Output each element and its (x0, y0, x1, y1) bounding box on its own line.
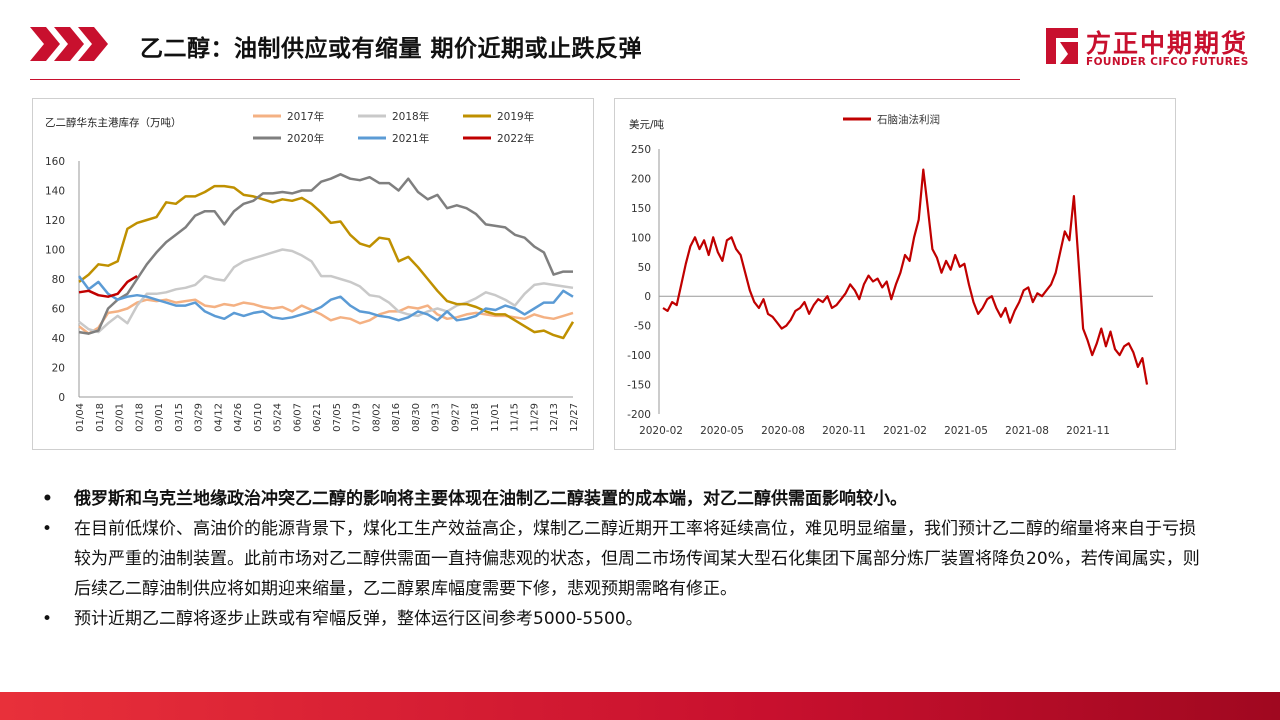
bullet-list: • 俄罗斯和乌克兰地缘政治冲突乙二醇的影响将主要体现在油制乙二醇装置的成本端，对乙… (40, 484, 1200, 634)
x-tick-label: 02/18 (134, 403, 145, 432)
legend-label: 2018年 (392, 110, 429, 123)
x-tick-label: 2020-02 (639, 425, 683, 437)
legend-label: 2021年 (392, 132, 429, 145)
y-tick-label: 120 (45, 215, 65, 227)
x-tick-label: 2021-05 (944, 425, 988, 437)
legend-label: 2017年 (287, 110, 324, 123)
y-tick-label: 250 (631, 144, 651, 156)
x-tick-label: 12/27 (569, 403, 580, 432)
y-tick-label: 100 (45, 245, 65, 257)
x-tick-label: 03/29 (194, 403, 205, 432)
x-tick-label: 09/27 (450, 403, 461, 432)
y-tick-label: 140 (45, 186, 65, 198)
legend-label: 石脑油法利润 (877, 113, 940, 126)
bullet-text: 在目前低煤价、高油价的能源背景下，煤化工生产效益高企，煤制乙二醇近期开工率将延续… (74, 519, 1200, 599)
series-line (78, 248, 574, 334)
page-title: 乙二醇：油制供应或有缩量 期价近期或止跌反弹 (140, 36, 643, 62)
y-tick-label: -150 (627, 380, 651, 392)
series-line (78, 275, 138, 298)
series-line (78, 173, 573, 335)
y-axis-label: 美元/吨 (629, 118, 665, 131)
x-tick-label: 08/02 (371, 403, 382, 432)
series-line (78, 184, 575, 340)
series-line (662, 168, 1149, 385)
x-tick-label: 09/13 (431, 403, 442, 432)
x-tick-label: 12/13 (549, 403, 560, 432)
x-tick-label: 04/26 (233, 403, 244, 432)
x-tick-label: 08/16 (391, 403, 402, 432)
bullet-dot-icon: • (42, 489, 53, 509)
x-tick-label: 07/19 (352, 403, 363, 432)
x-tick-label: 08/30 (411, 403, 422, 432)
x-tick-label: 03/01 (154, 403, 165, 432)
y-tick-label: -200 (627, 409, 651, 421)
y-tick-label: 150 (631, 203, 651, 215)
logo-english: FOUNDER CIFCO FUTURES (1086, 56, 1249, 68)
x-tick-label: 06/07 (292, 403, 303, 432)
legend-label: 2020年 (287, 132, 324, 145)
y-tick-label: 50 (638, 262, 651, 274)
naphtha-profit-chart: 美元/吨 石脑油法利润 -200 -150 -100 -50 0 50 100 150 200 250… (627, 113, 1153, 437)
bullet-text: 预计近期乙二醇将逐步止跌或有窄幅反弹，整体运行区间参考5000-5500。 (74, 609, 643, 629)
x-tick-label: 2021-08 (1005, 425, 1049, 437)
bullet-item: • 预计近期乙二醇将逐步止跌或有窄幅反弹，整体运行区间参考5000-5500。 (40, 604, 1200, 634)
x-tick-label: 11/29 (529, 403, 540, 432)
y-tick-label: 20 (52, 363, 65, 375)
y-tick-label: 200 (631, 173, 651, 185)
inventory-chart-panel: 乙二醇华东主港库存（万吨） 2017年 2018年 2019年 2020年 2021年 20… (32, 98, 594, 450)
x-tick-label: 2021-02 (883, 425, 927, 437)
header-arrows-icon (30, 27, 108, 61)
x-tick-label: 2020-11 (822, 425, 866, 437)
y-tick-label: 0 (58, 392, 65, 404)
header-rule (30, 79, 1020, 80)
x-tick-label: 11/15 (510, 403, 521, 432)
legend-label: 2022年 (497, 132, 534, 145)
footer-bar (0, 692, 1280, 720)
chart-title: 乙二醇华东主港库存（万吨） (45, 116, 182, 129)
x-tick-label: 10/18 (470, 403, 481, 432)
legend-label: 2019年 (497, 110, 534, 123)
y-tick-label: -50 (634, 321, 651, 333)
x-tick-label: 03/15 (174, 403, 185, 432)
y-tick-label: 60 (52, 304, 65, 316)
bullet-item: • 在目前低煤价、高油价的能源背景下，煤化工生产效益高企，煤制乙二醇近期开工率将延… (40, 514, 1200, 604)
bullet-dot-icon: • (42, 609, 53, 629)
bullet-text: 俄罗斯和乌克兰地缘政治冲突乙二醇的影响将主要体现在油制乙二醇装置的成本端，对乙二… (74, 489, 907, 509)
founder-logo-icon (1046, 28, 1078, 64)
x-tick-label: 2020-05 (700, 425, 744, 437)
y-tick-label: 0 (644, 291, 651, 303)
profit-chart-panel: 美元/吨 石脑油法利润 -200 -150 -100 -50 0 50 100 150 200 250… (614, 98, 1176, 450)
y-tick-label: 40 (52, 333, 65, 345)
series-line (77, 275, 574, 322)
inventory-chart: 乙二醇华东主港库存（万吨） 2017年 2018年 2019年 2020年 2021年 20… (45, 110, 580, 432)
logo-chinese: 方正中期期货 (1086, 29, 1249, 58)
x-tick-label: 07/05 (332, 403, 343, 432)
y-tick-label: 160 (45, 156, 65, 168)
x-tick-label: 01/18 (95, 403, 106, 432)
x-tick-label: 06/21 (312, 403, 323, 432)
x-tick-label: 01/04 (75, 403, 86, 432)
y-tick-label: 100 (631, 232, 651, 244)
y-tick-label: 80 (52, 274, 65, 286)
bullet-item: • 俄罗斯和乌克兰地缘政治冲突乙二醇的影响将主要体现在油制乙二醇装置的成本端，对乙… (40, 484, 1200, 514)
y-tick-label: -100 (627, 350, 651, 362)
x-tick-label: 11/01 (490, 403, 501, 432)
x-tick-label: 02/01 (115, 403, 126, 432)
x-tick-label: 04/12 (213, 403, 224, 432)
bullet-dot-icon: • (42, 519, 53, 539)
x-tick-label: 2021-11 (1066, 425, 1110, 437)
x-tick-label: 2020-08 (761, 425, 805, 437)
x-tick-label: 05/10 (253, 403, 264, 432)
x-tick-label: 05/24 (273, 403, 284, 432)
